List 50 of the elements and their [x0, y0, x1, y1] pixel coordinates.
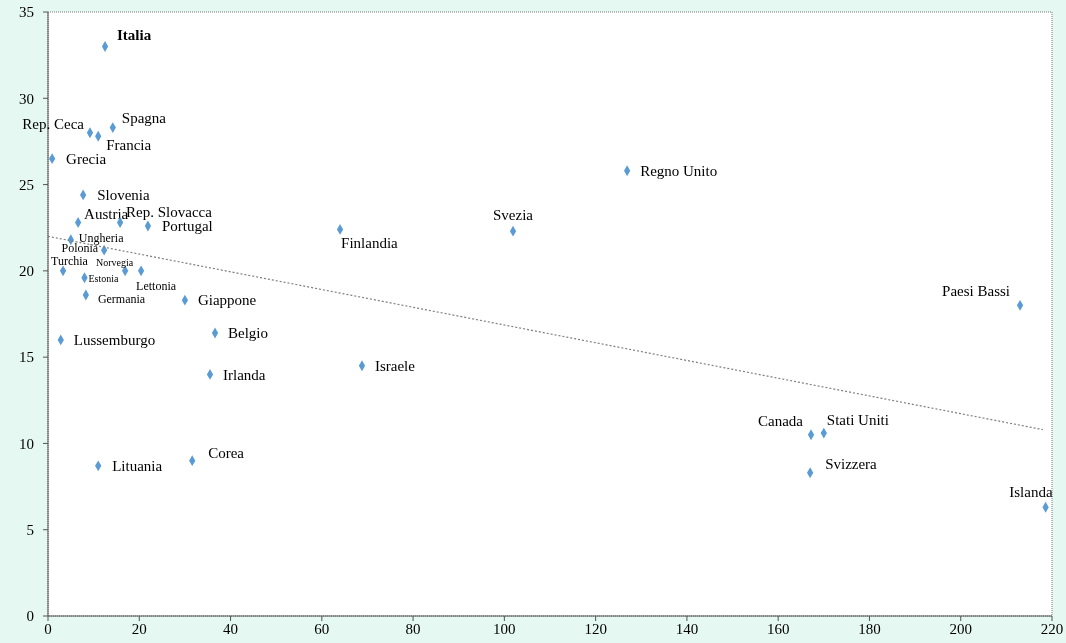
y-tick-label: 5: [26, 521, 34, 538]
x-tick-label: 180: [858, 621, 881, 637]
x-tick-label: 100: [493, 621, 516, 637]
x-tick-label: 20: [131, 621, 147, 637]
x-tick-label: 120: [584, 621, 607, 637]
series-label: Canada: [758, 413, 804, 430]
y-tick-label: 30: [19, 90, 34, 107]
series-label: Regno Unito: [640, 163, 718, 180]
series-label: Portugal: [161, 218, 213, 235]
y-tick-label: 10: [19, 435, 34, 452]
series-label: Stati Uniti: [826, 412, 889, 429]
series-label: Rep. Ceca: [22, 116, 85, 133]
x-tick-label: 160: [766, 621, 790, 637]
series-label: Lettonia: [136, 279, 177, 294]
point: [336, 224, 344, 235]
x-tick-label: 40: [223, 621, 239, 637]
series-label: Islanda: [1009, 483, 1053, 500]
series-label: Grecia: [66, 150, 107, 167]
series-label: Svezia: [493, 207, 534, 224]
x-tick-label: 140: [675, 621, 699, 637]
point: [101, 41, 109, 52]
series-label: Corea: [208, 444, 245, 461]
y-tick-label: 20: [19, 263, 34, 280]
series-label: Turchia: [51, 254, 89, 269]
series-label: Israele: [374, 358, 416, 375]
series-label: Belgio: [228, 325, 269, 342]
series-label: Lussemburgo: [73, 332, 156, 349]
x-tick-label: 60: [314, 621, 330, 637]
y-tick-label: 25: [19, 176, 34, 193]
series-label: Norvegia: [95, 257, 134, 269]
y-tick-label: 0: [26, 608, 34, 625]
series-label: Francia: [106, 136, 152, 153]
series-label: Irlanda: [223, 366, 266, 383]
x-tick-label: 200: [949, 621, 972, 637]
series-label: Svizzera: [825, 456, 878, 473]
series-label: Finlandia: [341, 234, 399, 251]
point: [74, 217, 82, 228]
series-label: Giappone: [197, 292, 257, 309]
series-label: Paesi Bassi: [942, 282, 1011, 299]
series-label: Spagna: [121, 109, 167, 126]
series-label: Slovenia: [97, 187, 150, 204]
series-label: Italia: [117, 26, 152, 43]
series-label: Germania: [97, 292, 146, 307]
series-label: Estonia: [88, 273, 120, 285]
x-tick-label: 0: [44, 621, 52, 637]
series-label: Lituania: [112, 458, 163, 475]
x-tick-label: 220: [1040, 621, 1064, 637]
y-tick-label: 15: [19, 349, 34, 366]
y-tick-label: 35: [19, 4, 34, 21]
x-tick-label: 80: [405, 621, 421, 637]
